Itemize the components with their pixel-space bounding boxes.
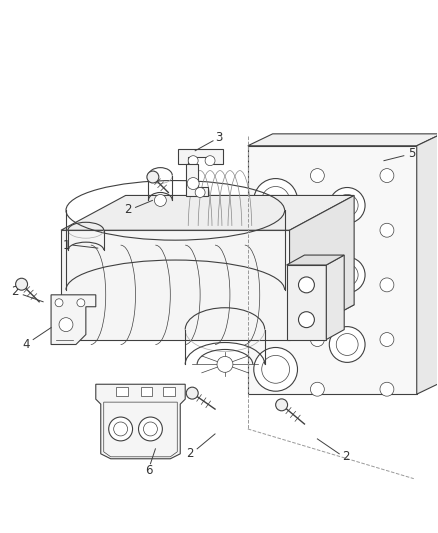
Polygon shape: [178, 149, 223, 164]
Circle shape: [329, 188, 365, 223]
Circle shape: [311, 278, 324, 292]
Circle shape: [138, 417, 162, 441]
Circle shape: [59, 318, 73, 332]
Polygon shape: [248, 134, 438, 146]
Circle shape: [311, 382, 324, 396]
Circle shape: [380, 168, 394, 182]
Circle shape: [77, 299, 85, 307]
Text: 4: 4: [22, 338, 30, 351]
Polygon shape: [163, 387, 175, 396]
Circle shape: [144, 422, 157, 436]
Circle shape: [254, 179, 297, 222]
Circle shape: [155, 195, 166, 206]
Circle shape: [311, 168, 324, 182]
Polygon shape: [417, 134, 438, 394]
Circle shape: [262, 356, 290, 383]
Circle shape: [298, 312, 314, 328]
Polygon shape: [116, 387, 127, 396]
Circle shape: [195, 188, 205, 197]
Circle shape: [188, 156, 198, 166]
Circle shape: [205, 156, 215, 166]
Text: 6: 6: [145, 464, 152, 477]
Circle shape: [254, 233, 297, 277]
Polygon shape: [141, 387, 152, 396]
Circle shape: [187, 177, 199, 190]
Circle shape: [109, 417, 133, 441]
Circle shape: [298, 277, 314, 293]
Polygon shape: [286, 255, 344, 265]
Text: 2: 2: [124, 203, 131, 216]
Polygon shape: [96, 384, 185, 459]
Circle shape: [186, 387, 198, 399]
Circle shape: [380, 382, 394, 396]
Circle shape: [380, 333, 394, 346]
Circle shape: [217, 357, 233, 373]
Circle shape: [336, 264, 358, 286]
Text: 1: 1: [62, 239, 70, 252]
Circle shape: [262, 301, 290, 329]
Polygon shape: [51, 295, 96, 344]
Circle shape: [16, 278, 28, 290]
Circle shape: [311, 223, 324, 237]
Circle shape: [311, 333, 324, 346]
Text: 3: 3: [215, 131, 223, 144]
Text: 5: 5: [408, 147, 416, 160]
Circle shape: [329, 327, 365, 362]
Circle shape: [262, 241, 290, 269]
Circle shape: [254, 348, 297, 391]
Circle shape: [55, 299, 63, 307]
Circle shape: [380, 278, 394, 292]
Circle shape: [380, 223, 394, 237]
Polygon shape: [61, 196, 354, 230]
Polygon shape: [248, 146, 417, 394]
Circle shape: [114, 422, 127, 436]
Circle shape: [276, 399, 288, 411]
Circle shape: [329, 257, 365, 293]
Text: 2: 2: [187, 447, 194, 461]
Polygon shape: [61, 230, 290, 340]
Polygon shape: [290, 196, 354, 340]
Polygon shape: [186, 164, 208, 197]
Text: 2: 2: [11, 285, 19, 298]
Circle shape: [336, 334, 358, 356]
Polygon shape: [326, 255, 344, 340]
Circle shape: [254, 293, 297, 336]
Circle shape: [336, 195, 358, 216]
Circle shape: [147, 171, 159, 183]
Circle shape: [262, 187, 290, 214]
Polygon shape: [286, 265, 326, 340]
Text: 2: 2: [343, 450, 350, 463]
Polygon shape: [61, 305, 354, 340]
